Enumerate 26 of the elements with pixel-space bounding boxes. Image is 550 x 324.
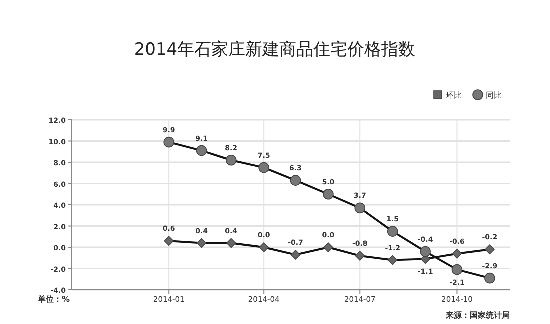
point	[420, 246, 431, 258]
point	[226, 238, 236, 248]
point	[324, 242, 334, 252]
point	[484, 272, 496, 284]
point	[452, 248, 462, 259]
legend-label: 环比	[446, 91, 462, 100]
point	[354, 202, 366, 214]
point	[355, 251, 366, 261]
point	[290, 250, 301, 260]
point	[323, 188, 334, 200]
point	[196, 145, 208, 156]
legend-label: 同比	[486, 91, 502, 100]
point	[485, 244, 495, 255]
source-note: 来源：国家统计局	[445, 310, 510, 320]
point	[452, 264, 463, 276]
point	[164, 236, 174, 246]
point	[290, 175, 302, 186]
point	[259, 242, 269, 252]
point	[226, 154, 237, 166]
point	[388, 255, 398, 266]
point	[164, 136, 174, 148]
text: 单位：%	[37, 295, 70, 304]
point	[387, 226, 398, 237]
point	[258, 162, 270, 174]
point	[196, 238, 207, 248]
chart-title: 2014年石家庄新建商品住宅价格指数	[134, 40, 416, 60]
